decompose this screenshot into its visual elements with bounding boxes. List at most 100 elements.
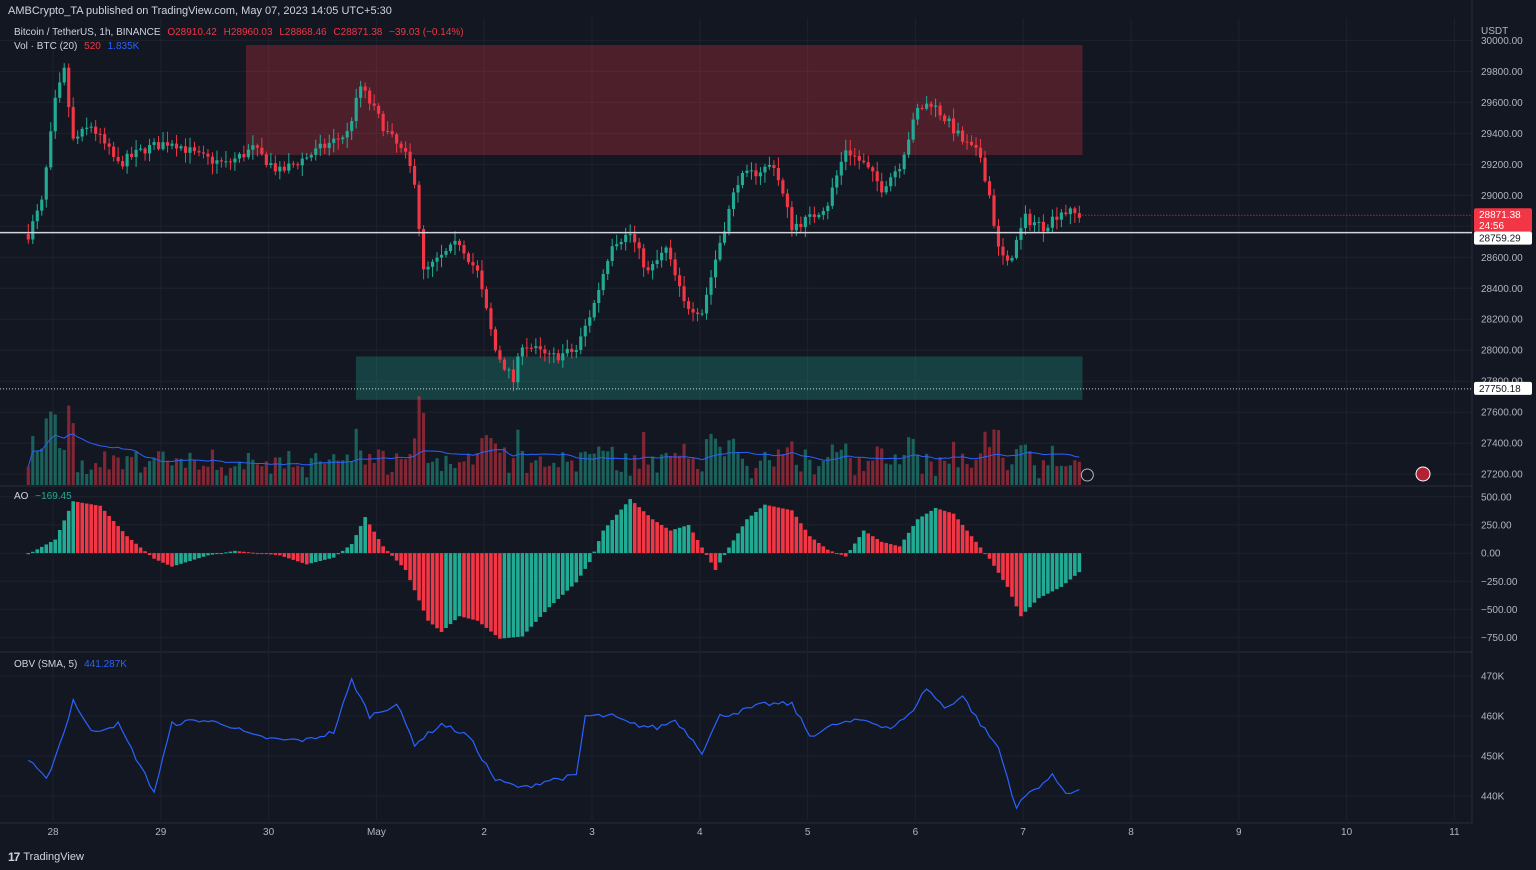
candle-body <box>947 118 951 122</box>
grid-lines <box>0 0 1473 824</box>
volume-bar <box>947 463 951 485</box>
volume-bar <box>597 446 601 485</box>
volume-bar <box>480 438 484 485</box>
ao-bar <box>358 526 363 554</box>
ao-bar <box>897 546 902 554</box>
ao-bar <box>48 542 53 554</box>
candle-body <box>898 169 902 172</box>
candle-body <box>624 234 628 243</box>
time-tick-label: May <box>367 827 386 838</box>
ao-bar <box>745 519 749 554</box>
candle-body <box>147 144 152 154</box>
volume-bar <box>399 458 403 485</box>
volume-bar <box>327 459 331 485</box>
symbol-name[interactable]: Bitcoin / TetherUS, 1h, BINANCE <box>14 27 161 38</box>
volume-bar <box>404 459 408 485</box>
ohlc-open: O28910.42 <box>167 27 217 38</box>
ao-bar <box>462 553 466 618</box>
volume-bar <box>956 467 960 485</box>
candle-body <box>525 347 529 349</box>
volume-legend: Vol · BTC (20) 520 1.835K <box>14 41 143 52</box>
ao-bar <box>228 551 233 554</box>
volume-bar <box>561 452 565 485</box>
candle-body <box>615 244 619 247</box>
ao-bar <box>84 503 89 554</box>
ao-bar <box>287 553 291 559</box>
volume-bar <box>26 466 30 485</box>
candle-body <box>682 286 686 302</box>
volume-bar <box>215 469 219 485</box>
candle-body <box>112 146 116 157</box>
volume-name[interactable]: Vol · BTC (20) <box>14 41 78 52</box>
ao-bar <box>830 551 835 554</box>
volume-bar <box>538 456 542 485</box>
ao-bar <box>439 553 444 632</box>
candle-body <box>871 167 875 172</box>
price-tick-label: 27200.00 <box>1481 470 1523 481</box>
obv-tick-label: 440K <box>1481 792 1505 803</box>
ao-bar <box>381 546 385 554</box>
candle-body <box>740 172 745 186</box>
candle-body <box>987 181 992 196</box>
volume-bar <box>67 405 71 485</box>
candle-body <box>866 162 870 168</box>
ao-name[interactable]: AO <box>14 491 29 502</box>
candle-body <box>381 113 385 132</box>
volume-bar <box>345 454 349 485</box>
ao-bar <box>731 540 736 554</box>
ao-bar <box>219 553 224 555</box>
volume-bar <box>125 456 129 485</box>
volume-bar <box>413 438 417 485</box>
volume-bar <box>260 466 264 485</box>
ao-bar <box>556 553 561 599</box>
volume-bar <box>1028 451 1032 485</box>
candle-body <box>206 153 210 157</box>
tradingview-footer[interactable]: 17 TradingView <box>8 850 84 864</box>
time-tick-label: 2 <box>481 827 487 838</box>
volume-bar <box>709 433 713 485</box>
volume-bar <box>507 472 511 485</box>
candle-body <box>570 348 574 352</box>
ao-bar <box>915 519 920 554</box>
candle-body <box>143 148 147 154</box>
candle-body <box>803 216 807 228</box>
price-axis[interactable]: 30000.00 29800.00 29600.00 29400.00 29200.00… <box>1474 26 1532 803</box>
candle-body <box>925 103 929 109</box>
volume-bar <box>246 452 250 485</box>
ao-bar <box>201 553 206 557</box>
time-axis[interactable]: 28 29 30 May 2 3 4 5 6 7 8 9 10 11 <box>47 827 1460 838</box>
volume-bar <box>103 451 107 485</box>
volume-bar <box>1068 465 1072 485</box>
ao-tick-label: −500.00 <box>1481 605 1518 616</box>
ao-bar <box>758 508 763 554</box>
volume-bar <box>210 449 215 485</box>
volume-bar <box>484 435 489 485</box>
ao-bar <box>969 536 974 554</box>
volume-bar <box>664 452 668 485</box>
volume-bar <box>462 461 466 485</box>
volume-bar <box>201 465 206 485</box>
volume-bar <box>314 453 318 485</box>
candle-body <box>660 252 664 261</box>
volume-bar <box>862 471 866 485</box>
ao-bar <box>107 515 111 554</box>
volume-bar <box>853 475 857 485</box>
obv-name[interactable]: OBV (SMA, 5) <box>14 659 78 670</box>
candle-body <box>444 251 448 255</box>
ao-bar <box>498 553 502 639</box>
candle-body <box>884 186 888 193</box>
ao-bar <box>569 553 574 587</box>
ao-bar <box>888 544 893 554</box>
candle-body <box>776 168 780 181</box>
ao-bar <box>1014 553 1019 607</box>
volume-ma-line <box>27 433 1080 467</box>
volume-bar <box>426 463 430 485</box>
volume-bar <box>880 448 884 485</box>
us-flag-icon <box>1415 466 1431 482</box>
candle-body <box>826 205 830 212</box>
candle-body <box>62 67 66 83</box>
volume-bar <box>920 473 924 485</box>
candle-body <box>395 134 399 144</box>
candle-body <box>417 184 421 229</box>
